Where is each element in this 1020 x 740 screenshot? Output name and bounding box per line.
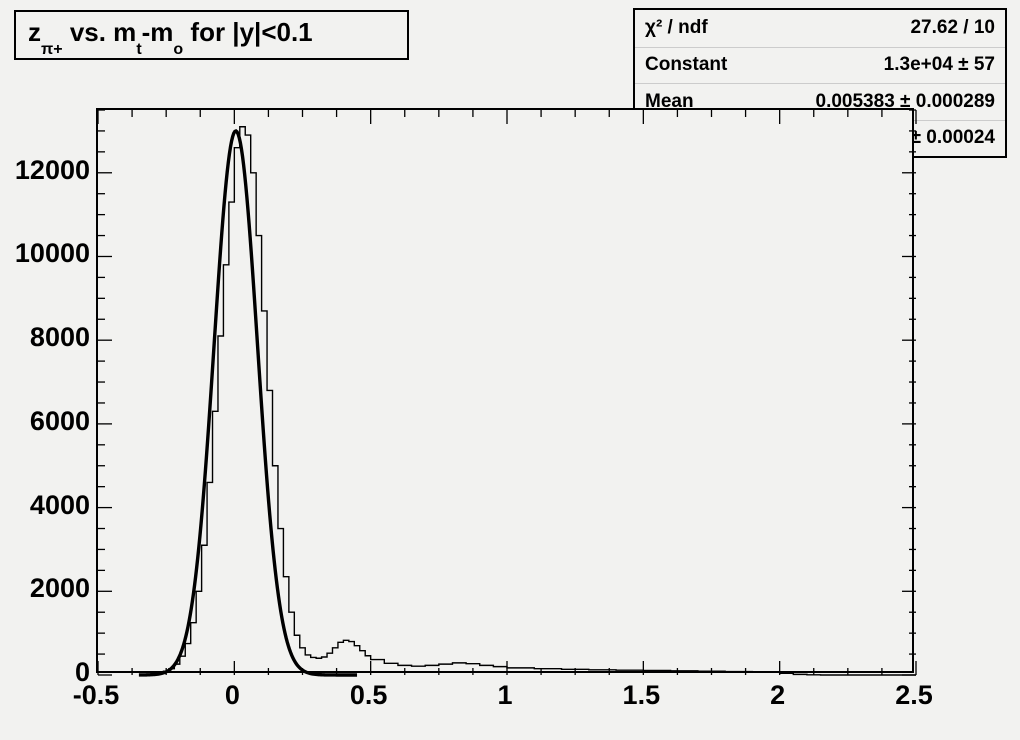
stats-label-chi2: χ² / ndf: [645, 17, 708, 39]
x-axis-tick-label: 0.5: [339, 680, 399, 711]
histogram-step-line: [153, 127, 916, 675]
x-axis-tick-label: 1: [475, 680, 535, 711]
x-axis-tick-label: 1.5: [611, 680, 671, 711]
plot-title-box: zπ+ vs. mt-mo for |y|<0.1: [14, 10, 409, 60]
y-axis-tick-label: 2000: [0, 573, 90, 604]
stats-value-chi2: 27.62 / 10: [910, 17, 995, 39]
plot-title-text: zπ+ vs. mt-mo for |y|<0.1: [28, 17, 313, 52]
x-axis-tick-label: -0.5: [66, 680, 126, 711]
x-axis-tick-label: 2.5: [884, 680, 944, 711]
root-canvas: zπ+ vs. mt-mo for |y|<0.1 χ² / ndf 27.62…: [0, 0, 1020, 740]
gaussian-fit-curve: [139, 131, 357, 675]
stats-value-constant: 1.3e+04 ± 57: [884, 54, 995, 76]
histogram-plot-area: [96, 108, 914, 673]
stats-label-constant: Constant: [645, 54, 727, 76]
stats-row-constant: Constant 1.3e+04 ± 57: [635, 47, 1005, 84]
y-axis-tick-label: 10000: [0, 238, 90, 269]
x-axis-tick-label: 0: [202, 680, 262, 711]
y-axis-tick-label: 4000: [0, 490, 90, 521]
histogram-svg: [98, 110, 916, 675]
x-axis-tick-label: 2: [748, 680, 808, 711]
y-axis-tick-label: 6000: [0, 406, 90, 437]
y-axis-tick-label: 12000: [0, 155, 90, 186]
y-axis-tick-label: 8000: [0, 322, 90, 353]
stats-row-chi2: χ² / ndf 27.62 / 10: [635, 10, 1005, 47]
